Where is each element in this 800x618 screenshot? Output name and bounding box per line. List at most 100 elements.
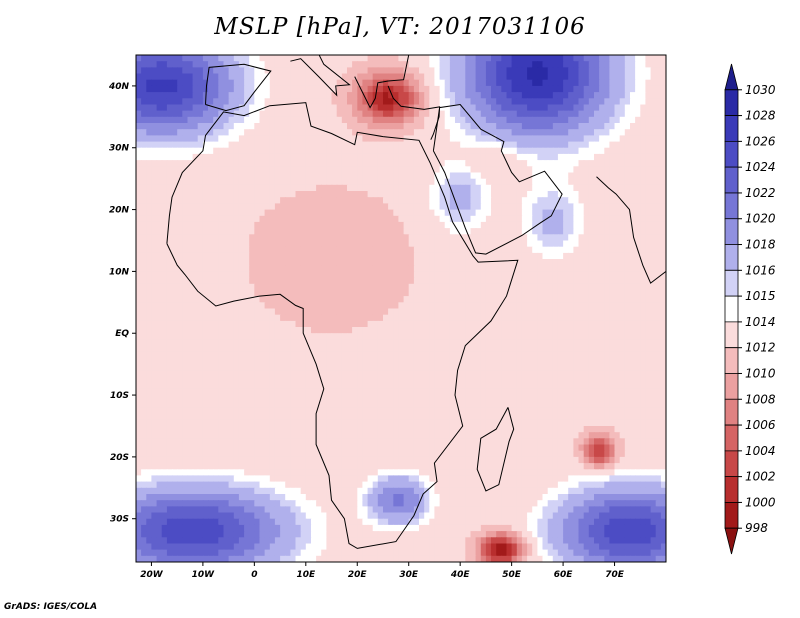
pressure-cell <box>542 277 549 285</box>
pressure-cell <box>223 327 230 334</box>
pressure-cell <box>557 197 564 205</box>
pressure-cell <box>156 228 163 236</box>
pressure-cell <box>460 203 467 211</box>
pressure-cell <box>485 221 492 229</box>
pressure-cell <box>434 98 441 106</box>
pressure-cell <box>630 333 636 341</box>
pressure-cell <box>331 166 338 174</box>
pressure-cell <box>208 166 214 174</box>
pressure-cell <box>630 85 636 93</box>
pressure-cell <box>573 345 580 353</box>
pressure-cell <box>475 277 482 285</box>
pressure-cell <box>321 265 328 273</box>
pressure-cell <box>331 246 338 254</box>
pressure-cell <box>300 277 307 285</box>
pressure-cell <box>372 203 379 211</box>
pressure-cell <box>274 61 281 69</box>
pressure-cell <box>408 252 415 260</box>
pressure-cell <box>305 116 312 124</box>
pressure-cell <box>645 339 652 347</box>
pressure-cell <box>614 123 621 130</box>
pressure-cell <box>197 351 204 359</box>
pressure-cell <box>341 178 348 186</box>
pressure-cell <box>187 73 194 81</box>
pressure-cell <box>161 104 168 112</box>
pressure-cell <box>599 302 605 310</box>
pressure-cell <box>511 61 518 69</box>
pressure-cell <box>645 191 652 198</box>
pressure-cell <box>630 209 636 217</box>
pressure-cell <box>141 141 147 149</box>
pressure-cell <box>449 215 456 223</box>
pressure-cell <box>177 153 184 161</box>
pressure-cell <box>244 296 250 304</box>
pressure-cell <box>264 129 271 137</box>
pressure-cell <box>146 110 153 118</box>
pressure-cell <box>259 141 266 149</box>
pressure-cell <box>485 271 492 279</box>
pressure-cell <box>321 221 328 229</box>
pressure-cell <box>455 290 461 297</box>
pressure-cell <box>192 98 199 106</box>
pressure-cell <box>434 166 441 174</box>
pressure-cell <box>655 228 662 236</box>
pressure-cell <box>547 339 554 347</box>
pressure-cell <box>501 85 508 93</box>
pressure-cell <box>166 135 173 143</box>
pressure-cell <box>238 178 245 186</box>
pressure-cell <box>455 221 461 229</box>
pressure-cell <box>228 67 235 75</box>
pressure-cell <box>311 221 317 229</box>
pressure-cell <box>599 104 605 112</box>
pressure-cell <box>141 215 147 223</box>
pressure-cell <box>614 85 621 93</box>
pressure-cell <box>202 259 209 266</box>
pressure-cell <box>172 98 178 106</box>
pressure-cell <box>367 191 374 198</box>
pressure-cell <box>594 271 600 279</box>
pressure-cell <box>331 160 338 168</box>
pressure-cell <box>557 277 564 285</box>
pressure-cell <box>357 178 364 186</box>
pressure-cell <box>264 259 271 266</box>
pressure-cell <box>321 141 328 149</box>
pressure-cell <box>372 197 379 205</box>
pressure-cell <box>218 79 225 87</box>
pressure-cell <box>141 333 147 341</box>
pressure-cell <box>218 339 225 347</box>
pressure-cell <box>146 61 153 69</box>
pressure-cell <box>619 79 626 87</box>
pressure-cell <box>583 339 590 347</box>
pressure-cell <box>383 98 389 106</box>
pressure-cell <box>300 123 307 130</box>
pressure-cell <box>635 203 641 211</box>
pressure-cell <box>521 85 528 93</box>
pressure-cell <box>316 283 322 291</box>
pressure-cell <box>460 73 467 81</box>
pressure-cell <box>537 129 544 137</box>
pressure-cell <box>177 302 184 310</box>
pressure-cell <box>136 104 142 112</box>
pressure-cell <box>547 283 554 291</box>
pressure-cell <box>465 209 472 217</box>
pressure-cell <box>506 259 513 266</box>
pressure-cell <box>552 98 559 106</box>
pressure-cell <box>280 240 286 248</box>
pressure-cell <box>177 123 184 130</box>
pressure-cell <box>316 302 322 310</box>
pressure-cell <box>578 339 585 347</box>
pressure-cell <box>506 129 513 137</box>
pressure-cell <box>475 129 482 137</box>
pressure-cell <box>542 55 549 62</box>
pressure-cell <box>182 61 189 69</box>
pressure-cell <box>516 55 523 62</box>
pressure-cell <box>347 147 353 155</box>
pressure-cell <box>280 277 286 285</box>
pressure-cell <box>424 215 431 223</box>
pressure-cell <box>491 283 497 291</box>
pressure-cell <box>223 246 230 254</box>
pressure-cell <box>624 92 631 100</box>
pressure-cell <box>280 283 286 291</box>
pressure-cell <box>197 147 204 155</box>
pressure-cell <box>388 79 394 87</box>
